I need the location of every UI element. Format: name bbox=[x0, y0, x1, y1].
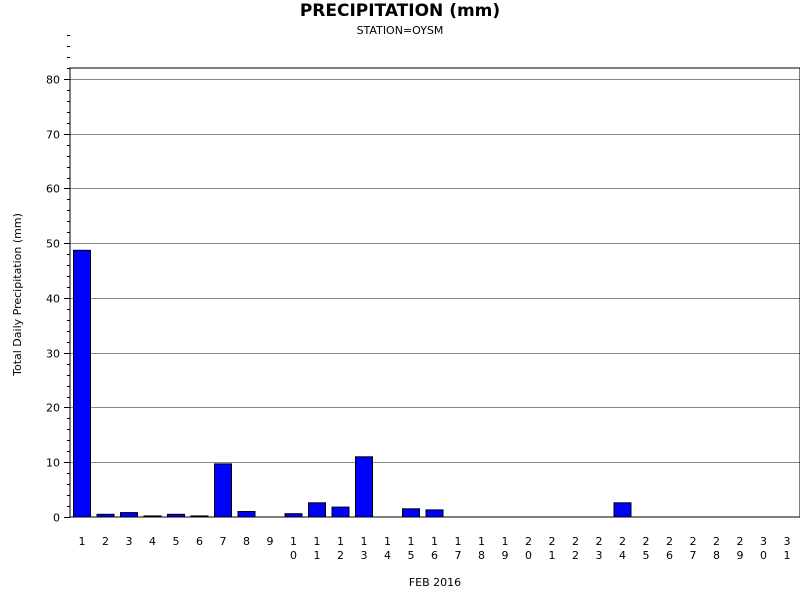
bar-day-16 bbox=[425, 509, 444, 518]
y-tick-label: 40 bbox=[46, 293, 60, 306]
y-tick-label: 50 bbox=[46, 238, 60, 251]
bar-day-24 bbox=[613, 502, 632, 518]
x-tick-label: 6 bbox=[196, 535, 203, 548]
x-tick-label: 1 bbox=[79, 535, 86, 548]
x-axis: 1 2 3 4 5 6 7 8 9 1 01 11 21 31 41 51 61 71 81 92 02 12 22 32 42… bbox=[79, 535, 791, 562]
x-tick-label: 4 bbox=[149, 535, 156, 548]
chart-title: PRECIPITATION (mm) bbox=[299, 1, 501, 21]
y-tick-label: 30 bbox=[46, 348, 60, 361]
bar-day-12 bbox=[331, 506, 350, 518]
bar-day-11 bbox=[308, 502, 326, 518]
bar-day-8 bbox=[237, 511, 256, 518]
x-tick-label: 3 bbox=[126, 535, 133, 548]
x-tick-label: 8 bbox=[243, 535, 250, 548]
bar-day-7 bbox=[214, 463, 232, 518]
x-tick-label: 5 bbox=[173, 535, 180, 548]
bar-day-13 bbox=[355, 456, 373, 518]
grid-layer bbox=[70, 79, 800, 463]
y-tick-label: 60 bbox=[46, 183, 60, 196]
x-tick-label: 7 bbox=[220, 535, 227, 548]
bar-day-3 bbox=[120, 512, 138, 518]
y-axis-label: Total Daily Precipitation (mm) bbox=[11, 213, 24, 377]
y-axis: 0 10 20 30 40 50 60 70 80 bbox=[46, 35, 71, 525]
chart-subtitle: STATION=OYSM bbox=[356, 24, 444, 37]
y-tick-label: 70 bbox=[46, 129, 60, 142]
y-tick-label: 0 bbox=[53, 512, 60, 525]
bar-day-1 bbox=[73, 249, 91, 518]
x-tick-label: 2 bbox=[102, 535, 109, 548]
x-axis-label: FEB 2016 bbox=[409, 576, 461, 589]
bars-layer bbox=[73, 249, 632, 518]
y-tick-label: 10 bbox=[46, 457, 60, 470]
x-tick-label: 9 bbox=[267, 535, 274, 548]
bar-day-15 bbox=[402, 508, 420, 518]
y-tick-label: 20 bbox=[46, 402, 60, 415]
plot-frame bbox=[69, 67, 800, 518]
y-tick-label: 80 bbox=[46, 74, 60, 87]
